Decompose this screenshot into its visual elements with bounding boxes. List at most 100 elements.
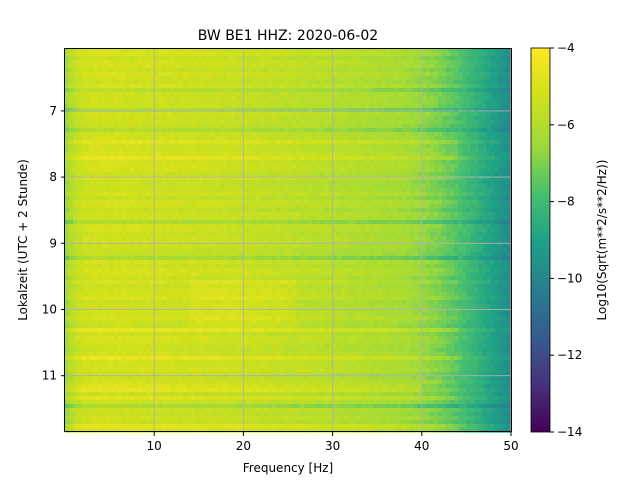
heatmap-cell (194, 192, 200, 197)
heatmap-cell (312, 176, 317, 181)
heatmap-cell (474, 216, 480, 221)
heatmap-cell (421, 164, 427, 169)
heatmap-cell (85, 88, 90, 93)
heatmap-cell (316, 64, 322, 69)
heatmap-cell (478, 104, 484, 109)
heatmap-cell (454, 220, 459, 225)
heatmap-cell (466, 92, 472, 97)
heatmap-cell (446, 120, 451, 125)
heatmap-cell (247, 140, 253, 145)
heatmap-cell (170, 196, 176, 201)
heatmap-cell (133, 136, 139, 141)
heatmap-cell (210, 76, 216, 81)
heatmap-cell (454, 48, 459, 53)
heatmap-cell (324, 60, 330, 65)
heatmap-cell (133, 80, 139, 85)
heatmap-cell (450, 80, 455, 85)
heatmap-cell (385, 120, 390, 125)
heatmap-cell (470, 172, 476, 177)
heatmap-cell (454, 184, 459, 189)
heatmap-cell (243, 220, 249, 225)
heatmap-cell (474, 88, 480, 93)
heatmap-cell (348, 108, 354, 113)
heatmap-cell (296, 164, 301, 169)
heatmap-cell (417, 64, 423, 69)
heatmap-cell (279, 80, 285, 85)
heatmap-cell (494, 188, 500, 193)
heatmap-cell (146, 140, 151, 145)
heatmap-cell (393, 180, 399, 185)
heatmap-cell (458, 172, 463, 177)
heatmap-cell (470, 132, 476, 137)
heatmap-cell (129, 204, 135, 209)
heatmap-cell (267, 224, 273, 229)
heatmap-cell (413, 120, 419, 125)
heatmap-cell (470, 104, 476, 109)
heatmap-cell (259, 168, 265, 173)
heatmap-cell (194, 132, 200, 137)
heatmap-cell (369, 76, 374, 81)
heatmap-cell (194, 184, 200, 189)
heatmap-cell (502, 180, 508, 185)
heatmap-cell (332, 156, 338, 161)
heatmap-cell (348, 172, 354, 177)
heatmap-cell (255, 68, 261, 73)
heatmap-cell (397, 156, 403, 161)
heatmap-cell (158, 120, 163, 125)
heatmap-cell (292, 188, 297, 193)
heatmap-cell (369, 92, 374, 97)
heatmap-cell (275, 100, 281, 105)
heatmap-cell (223, 104, 228, 109)
heatmap-cell (308, 140, 313, 145)
heatmap-cell (458, 64, 463, 69)
heatmap-cell (486, 196, 492, 201)
heatmap-cell (474, 148, 480, 153)
heatmap-cell (77, 136, 82, 141)
heatmap-cell (93, 96, 99, 101)
heatmap-cell (340, 172, 346, 177)
heatmap-cell (405, 188, 411, 193)
heatmap-cell (450, 56, 455, 61)
heatmap-cell (498, 172, 504, 177)
heatmap-cell (506, 124, 512, 129)
heatmap-cell (304, 120, 309, 125)
heatmap-cell (502, 152, 508, 157)
heatmap-cell (215, 100, 220, 105)
heatmap-cell (340, 48, 346, 53)
heatmap-cell (482, 132, 488, 137)
heatmap-cell (393, 216, 399, 221)
heatmap-cell (405, 80, 411, 85)
heatmap-cell (210, 196, 216, 201)
heatmap-cell (401, 128, 407, 133)
heatmap-cell (433, 164, 439, 169)
heatmap-cell (174, 48, 180, 53)
heatmap-cell (316, 140, 322, 145)
heatmap-cell (328, 172, 334, 177)
heatmap-cell (470, 128, 476, 133)
heatmap-cell (239, 144, 244, 149)
heatmap-cell (288, 148, 293, 153)
heatmap-cell (421, 176, 427, 181)
heatmap-cell (332, 164, 338, 169)
heatmap-cell (190, 120, 196, 125)
heatmap-cell (417, 80, 423, 85)
heatmap-cell (413, 124, 419, 129)
heatmap-cell (198, 184, 204, 189)
heatmap-cell (498, 180, 504, 185)
heatmap-cell (97, 192, 103, 197)
heatmap-cell (77, 56, 82, 61)
heatmap-cell (352, 124, 358, 129)
heatmap-cell (162, 148, 167, 153)
heatmap-cell (190, 72, 196, 77)
heatmap-cell (81, 216, 86, 221)
heatmap-cell (438, 196, 443, 201)
heatmap-cell (117, 80, 123, 85)
heatmap-cell (466, 164, 472, 169)
heatmap-cell (498, 52, 504, 57)
heatmap-cell (312, 120, 317, 125)
heatmap-cell (186, 192, 192, 197)
heatmap-cell (93, 136, 99, 141)
heatmap-cell (194, 200, 200, 205)
heatmap-cell (458, 92, 463, 97)
heatmap-cell (296, 156, 301, 161)
